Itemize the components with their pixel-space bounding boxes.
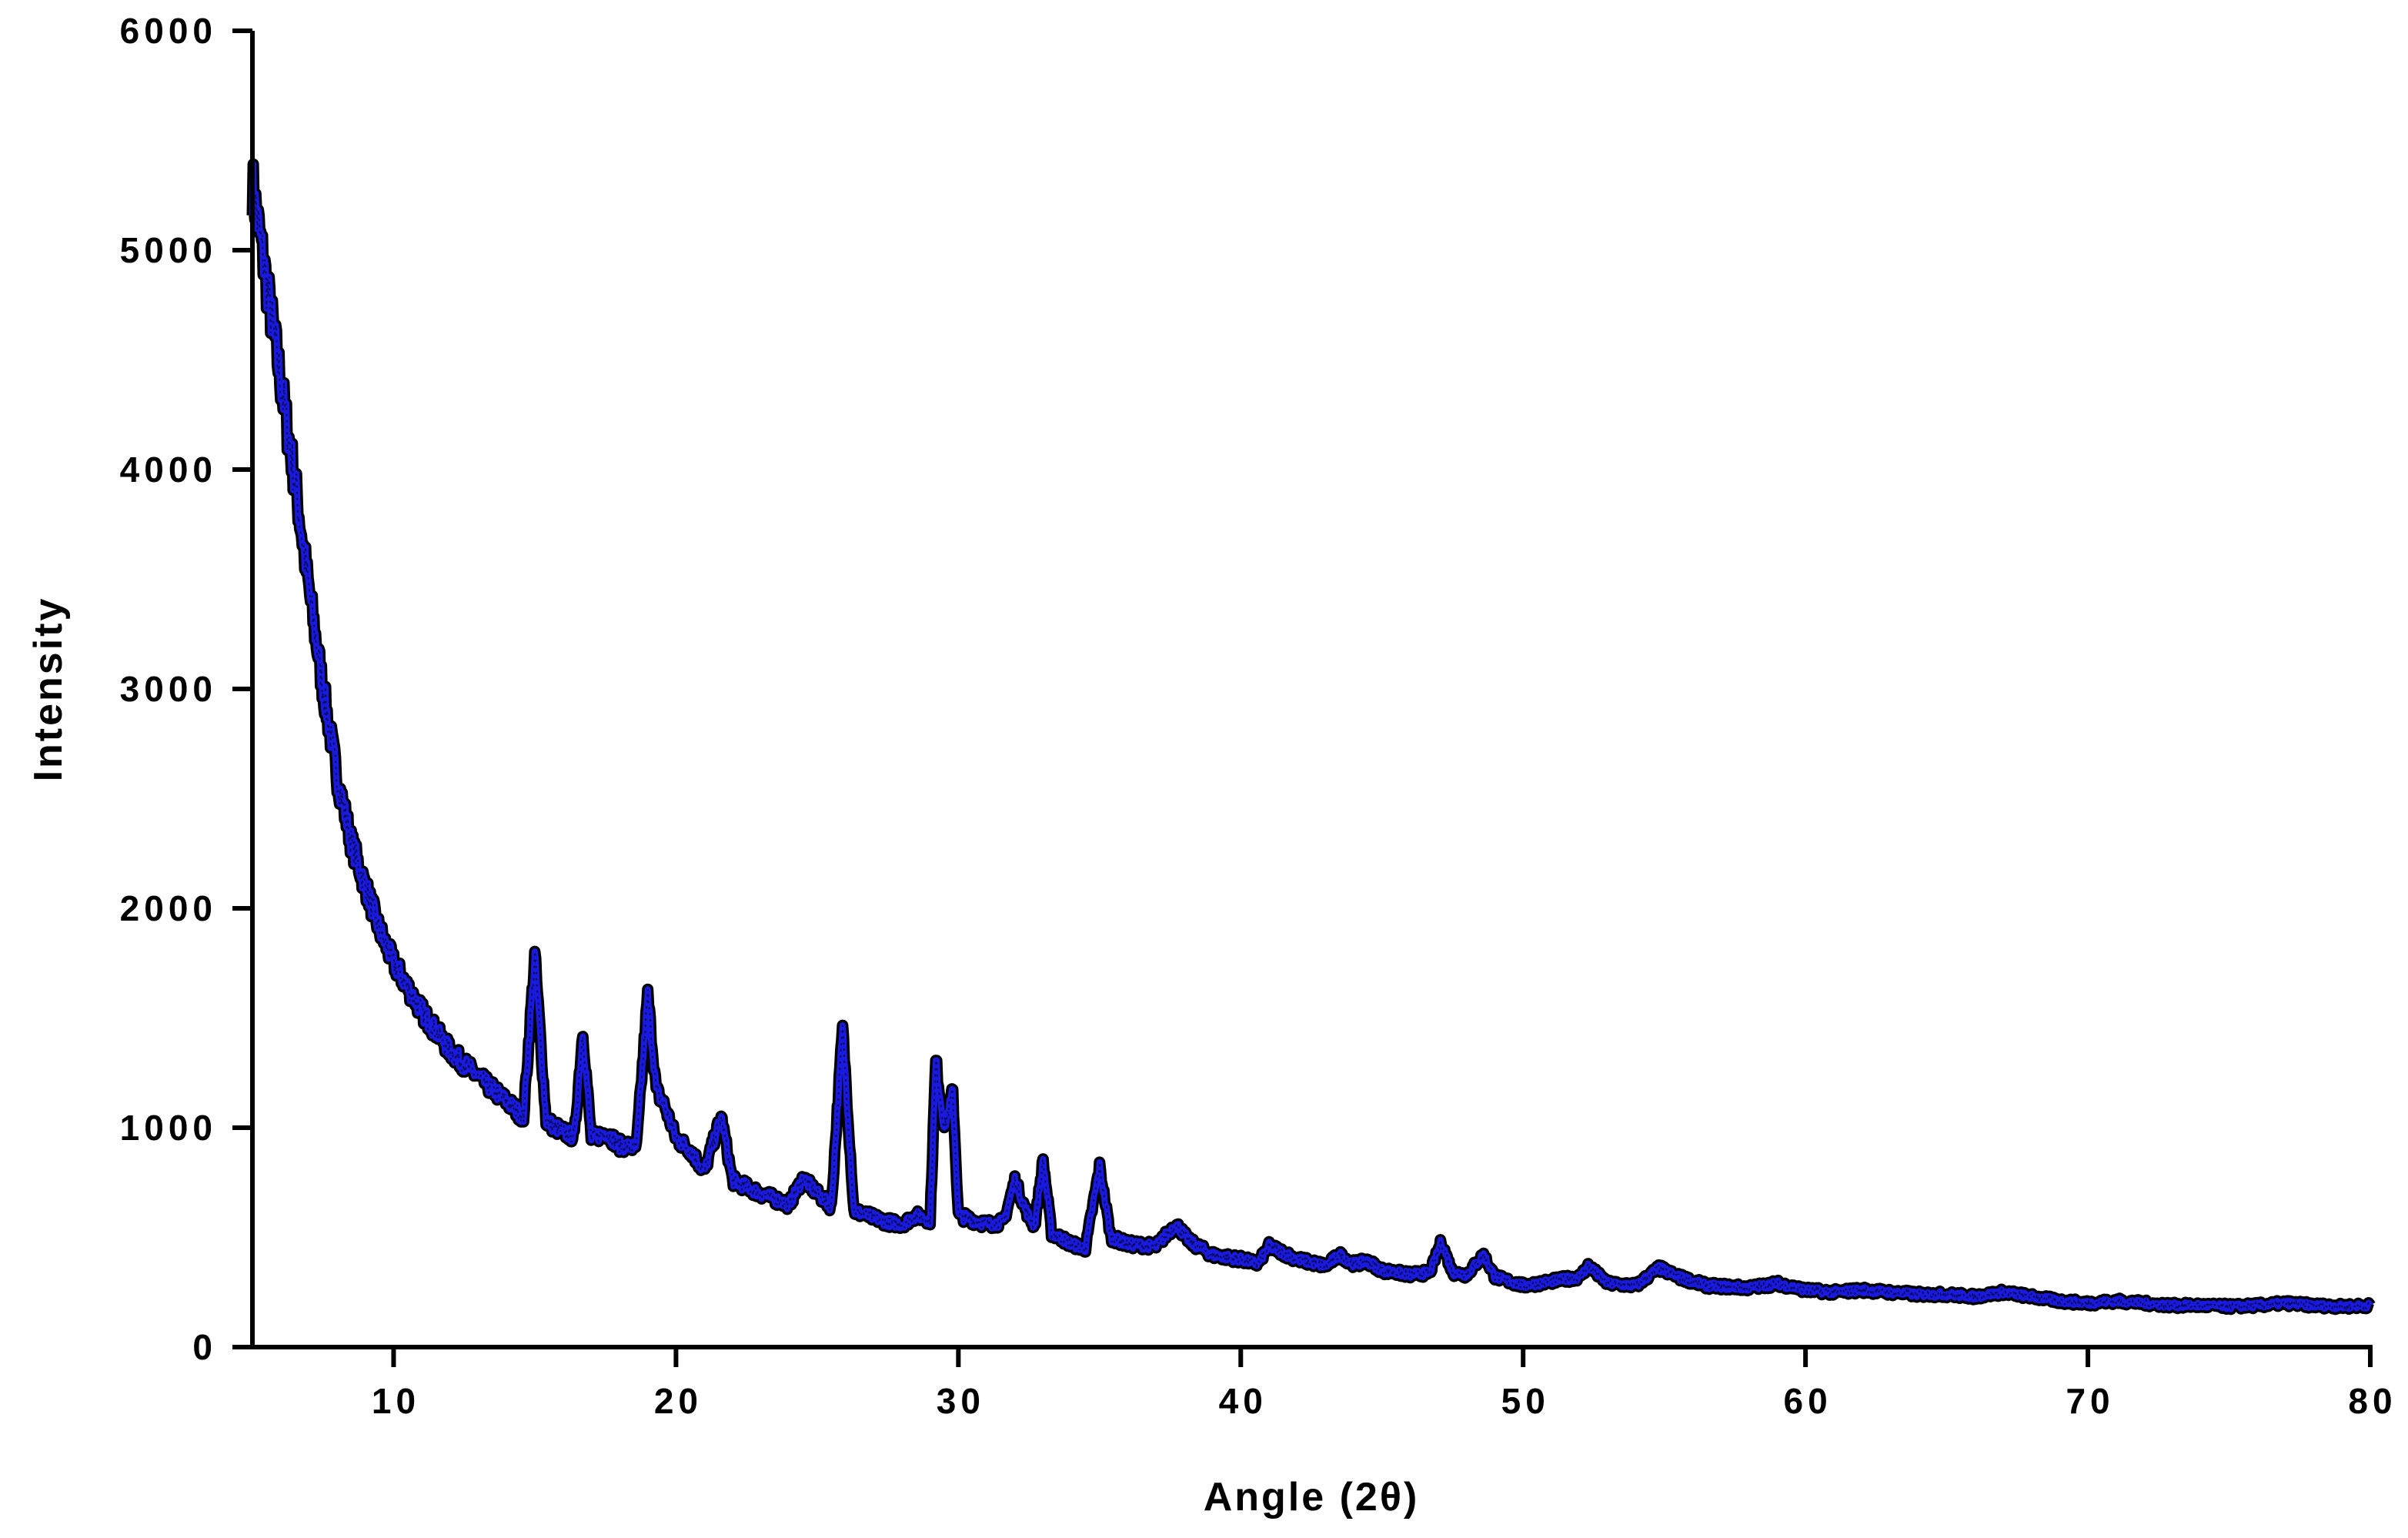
y-axis-title: Intensity (26, 597, 71, 782)
axes: 0 1000 2000 3000 4000 5000 6000 10 20 30 40 50 60 70 8… (120, 11, 2396, 1421)
y-tick-label-2000: 2000 (120, 888, 217, 928)
x-tick-label-60: 60 (1784, 1381, 1832, 1421)
series-0-line-markers (252, 164, 2371, 1312)
y-tick-label-6000: 6000 (120, 11, 217, 51)
x-tick-label-10: 10 (372, 1381, 420, 1421)
y-tick-label-3000: 3000 (120, 669, 217, 709)
x-tick-label-30: 30 (937, 1381, 985, 1421)
y-tick-label-1000: 1000 (120, 1108, 217, 1148)
x-tick-label-70: 70 (2066, 1381, 2114, 1421)
x-tick-label-20: 20 (654, 1381, 703, 1421)
y-tick-label-0: 0 (192, 1327, 217, 1367)
series-0-line (249, 161, 2373, 1312)
y-tick-label-4000: 4000 (120, 450, 217, 490)
x-tick-label-50: 50 (1501, 1381, 1550, 1421)
plot-area (246, 158, 2376, 1316)
y-tick-label-5000: 5000 (120, 230, 217, 270)
x-tick-label-40: 40 (1219, 1381, 1267, 1421)
x-axis-title: Angle (2θ) (1204, 1475, 1420, 1520)
x-tick-label-80: 80 (2348, 1381, 2396, 1421)
